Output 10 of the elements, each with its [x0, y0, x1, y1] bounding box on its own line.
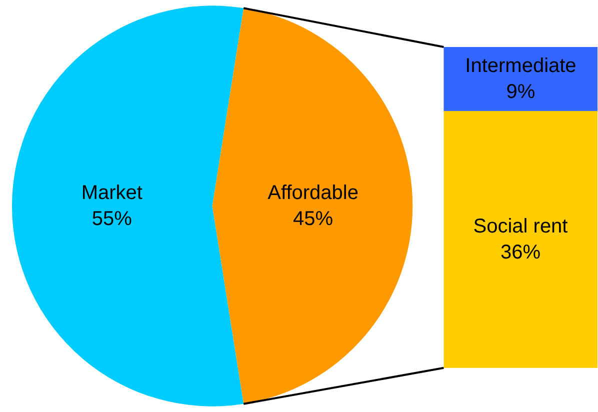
- pie-slice: [212, 8, 413, 404]
- data-label: 45%: [293, 208, 334, 230]
- pie-slice: [12, 6, 244, 406]
- data-label: 9%: [506, 80, 536, 103]
- data-label: 55%: [92, 208, 132, 230]
- series-label: Social rent: [473, 215, 568, 238]
- data-label: 36%: [500, 241, 541, 264]
- slice-label: Affordable: [268, 182, 358, 204]
- series-label: Intermediate: [465, 54, 576, 77]
- slice-label: Market: [81, 182, 143, 204]
